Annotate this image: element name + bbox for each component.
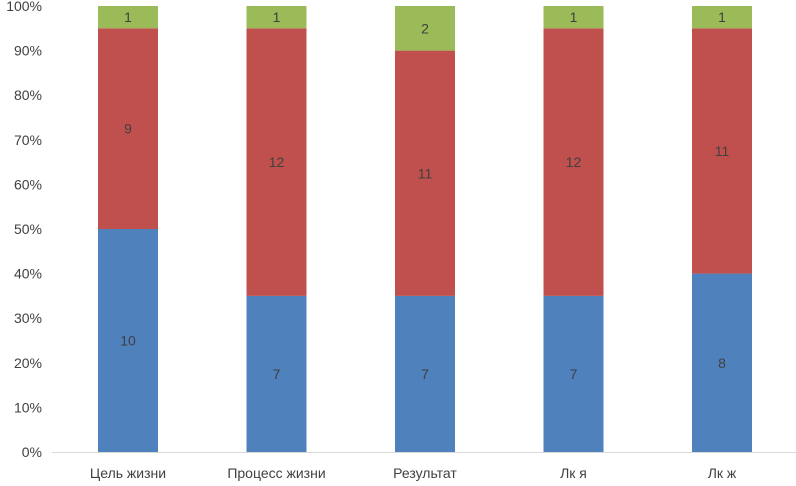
data-label: 1 <box>273 9 281 25</box>
x-category-label: Лк я <box>560 465 587 481</box>
data-label: 7 <box>570 366 578 382</box>
y-tick-label: 30% <box>14 310 42 326</box>
bar-segment <box>692 28 752 274</box>
bar-segment <box>98 28 158 229</box>
data-label: 9 <box>124 121 132 137</box>
y-tick-label: 80% <box>14 87 42 103</box>
data-label: 7 <box>421 366 429 382</box>
y-tick-label: 60% <box>14 176 42 192</box>
bar-segment <box>246 28 307 296</box>
bar-segment <box>692 6 752 29</box>
data-label: 11 <box>715 143 730 159</box>
bar-segment <box>395 295 455 452</box>
bar-segment <box>692 273 752 452</box>
bar-segment <box>395 6 455 51</box>
data-label: 12 <box>566 154 582 170</box>
data-label: 7 <box>273 366 281 382</box>
bar-segment <box>543 295 604 452</box>
y-axis: 0% 10% 20% 30% 40% 50% 60% 70% 80% 90% 100% <box>6 0 42 460</box>
data-label: 1 <box>124 9 132 25</box>
bar-segment <box>98 229 158 452</box>
data-label: 12 <box>269 154 285 170</box>
bar-segment <box>246 295 307 452</box>
data-label: 10 <box>120 333 136 349</box>
bar-segment <box>98 6 158 29</box>
x-category-label: Цель жизни <box>90 465 166 481</box>
y-tick-label: 90% <box>14 43 42 59</box>
y-tick-label: 40% <box>14 266 42 282</box>
data-label: 1 <box>570 9 578 25</box>
bar-segment <box>395 50 455 296</box>
bar-segment <box>246 6 307 29</box>
data-label: 2 <box>421 20 429 36</box>
y-tick-label: 10% <box>14 399 42 415</box>
y-tick-label: 50% <box>14 221 42 237</box>
y-tick-label: 100% <box>6 0 42 14</box>
data-label: 1 <box>718 9 726 25</box>
x-category-label: Результат <box>393 465 457 481</box>
y-tick-label: 20% <box>14 355 42 371</box>
x-axis: Цель жизни Процесс жизни Результат Лк я Лк ж <box>52 452 796 481</box>
bar-segment <box>543 28 604 296</box>
data-label: 11 <box>418 165 433 181</box>
bar-segment <box>543 6 604 29</box>
y-tick-label: 0% <box>22 444 42 460</box>
data-label: 8 <box>718 355 726 371</box>
y-tick-label: 70% <box>14 132 42 148</box>
x-category-label: Лк ж <box>708 465 737 481</box>
x-category-label: Процесс жизни <box>227 465 325 481</box>
